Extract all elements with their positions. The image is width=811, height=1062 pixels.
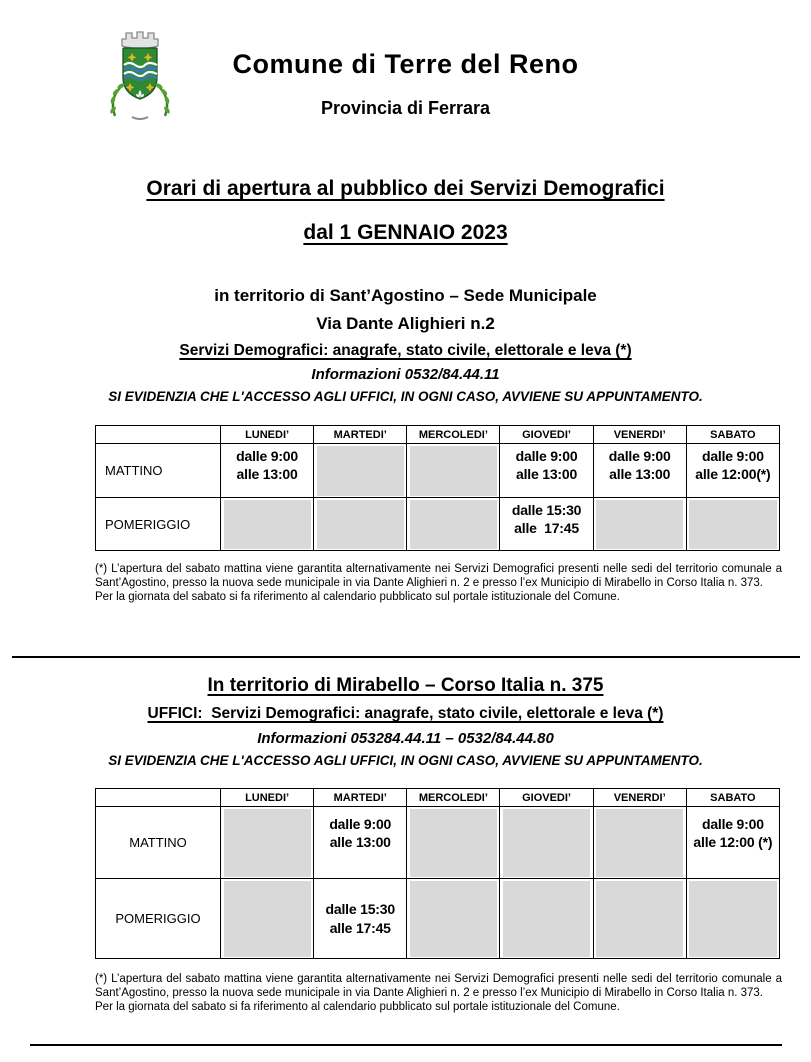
day-header: SABATO [685, 788, 781, 807]
closed-cell [592, 878, 687, 959]
day-header: SABATO [685, 425, 781, 444]
section-mirabello: In territorio di Mirabello – Corso Itali… [0, 670, 811, 771]
info-phone-line: Informazioni 053284.44.11 – 0532/84.44.8… [257, 730, 554, 747]
schedule-table: LUNEDI’ MARTEDI’ MERCOLEDI’ GIOVEDI’ VENERDI… [95, 425, 781, 551]
address-heading: Via Dante Alighieri n.2 [316, 314, 495, 333]
hours-cell: dalle 9:00 alle 13:00 [592, 443, 687, 498]
day-header: VENERDI’ [592, 425, 687, 444]
closed-cell [592, 497, 687, 551]
bottom-rule [30, 1044, 782, 1046]
closed-cell [592, 806, 687, 879]
footnote-paragraph: (*) L’apertura del sabato mattina viene … [95, 973, 782, 999]
day-header: VENERDI’ [592, 788, 687, 807]
appointment-notice: SI EVIDENZIA CHE L'ACCESSO AGLI UFFICI, … [108, 389, 703, 404]
lily-shape [136, 90, 144, 98]
closed-cell [219, 878, 315, 959]
day-header: MARTEDI’ [313, 425, 408, 444]
coat-of-arms-icon [110, 31, 170, 120]
hours-cell: dalle 9:00 alle 13:00 [499, 443, 594, 498]
day-header: MERCOLEDI’ [406, 788, 501, 807]
corner-cell [95, 788, 221, 807]
document-title: Orari di apertura al pubblico dei Serviz… [0, 167, 811, 255]
closed-cell [406, 497, 501, 551]
location-heading: In territorio di Mirabello – Corso Itali… [207, 675, 604, 696]
day-header: GIOVEDI’ [499, 425, 594, 444]
footnote-paragraph: Per la giornata del sabato si fa riferim… [95, 1001, 620, 1013]
closed-cell [499, 878, 594, 959]
footnote-sant-agostino: (*) L’apertura del sabato mattina viene … [95, 562, 782, 604]
gold-ornaments [125, 53, 155, 92]
row-label: MATTINO [95, 806, 221, 879]
municipality-title: Comune di Terre del Reno [232, 49, 579, 79]
row-label: POMERIGGIO [95, 497, 221, 551]
crown-shape [121, 31, 159, 50]
services-line: Servizi Demografici: anagrafe, stato civ… [179, 342, 632, 359]
closed-cell [406, 878, 501, 959]
closed-cell [499, 806, 594, 879]
hours-cell: dalle 15:30 alle 17:45 [313, 878, 408, 959]
province-subtitle: Provincia di Ferrara [320, 98, 491, 118]
closed-cell [685, 497, 781, 551]
schedule-table: LUNEDI’ MARTEDI’ MERCOLEDI’ GIOVEDI’ VENERDI… [95, 788, 781, 959]
info-phone-line: Informazioni 0532/84.44.11 [311, 366, 500, 383]
closed-cell [219, 806, 315, 879]
day-header: LUNEDI’ [219, 425, 315, 444]
hours-cell: dalle 9:00 alle 12:00(*) [685, 443, 781, 498]
corner-cell [95, 425, 221, 444]
closed-cell [313, 497, 408, 551]
section-divider [12, 656, 800, 658]
row-label: MATTINO [95, 443, 221, 498]
footnote-paragraph: (*) L’apertura del sabato mattina viene … [95, 563, 782, 589]
hours-cell: dalle 9:00 alle 13:00 [219, 443, 315, 498]
hours-cell: dalle 15:30 alle 17:45 [499, 497, 594, 551]
day-header: MERCOLEDI’ [406, 425, 501, 444]
wreath-leaves [110, 83, 170, 114]
coat-of-arms-logo [99, 26, 181, 124]
document-title-line1: Orari di apertura al pubblico dei Serviz… [146, 177, 665, 200]
day-header: GIOVEDI’ [499, 788, 594, 807]
day-header: LUNEDI’ [219, 788, 315, 807]
hours-cell: dalle 9:00 alle 12:00 (*) [685, 806, 781, 879]
services-line: UFFICI: Servizi Demografici: anagrafe, s… [147, 705, 664, 722]
row-label: POMERIGGIO [95, 878, 221, 959]
closed-cell [406, 443, 501, 498]
orari-table-mirabello: LUNEDI’ MARTEDI’ MERCOLEDI’ GIOVEDI’ VENERDI… [95, 788, 781, 959]
location-heading: in territorio di Sant’Agostino – Sede Mu… [214, 286, 597, 305]
document-title-line2: dal 1 GENNAIO 2023 [303, 221, 508, 244]
closed-cell [685, 878, 781, 959]
closed-cell [219, 497, 315, 551]
appointment-notice: SI EVIDENZIA CHE L'ACCESSO AGLI UFFICI, … [108, 753, 703, 768]
section-sant-agostino: in territorio di Sant’Agostino – Sede Mu… [0, 281, 811, 407]
orari-table-sant-agostino: LUNEDI’ MARTEDI’ MERCOLEDI’ GIOVEDI’ VENERDI… [95, 425, 781, 551]
footnote-mirabello: (*) L’apertura del sabato mattina viene … [95, 972, 782, 1014]
hours-cell: dalle 9:00 alle 13:00 [313, 806, 408, 879]
closed-cell [406, 806, 501, 879]
day-header: MARTEDI’ [313, 788, 408, 807]
closed-cell [313, 443, 408, 498]
footnote-paragraph: Per la giornata del sabato si fa riferim… [95, 591, 620, 603]
